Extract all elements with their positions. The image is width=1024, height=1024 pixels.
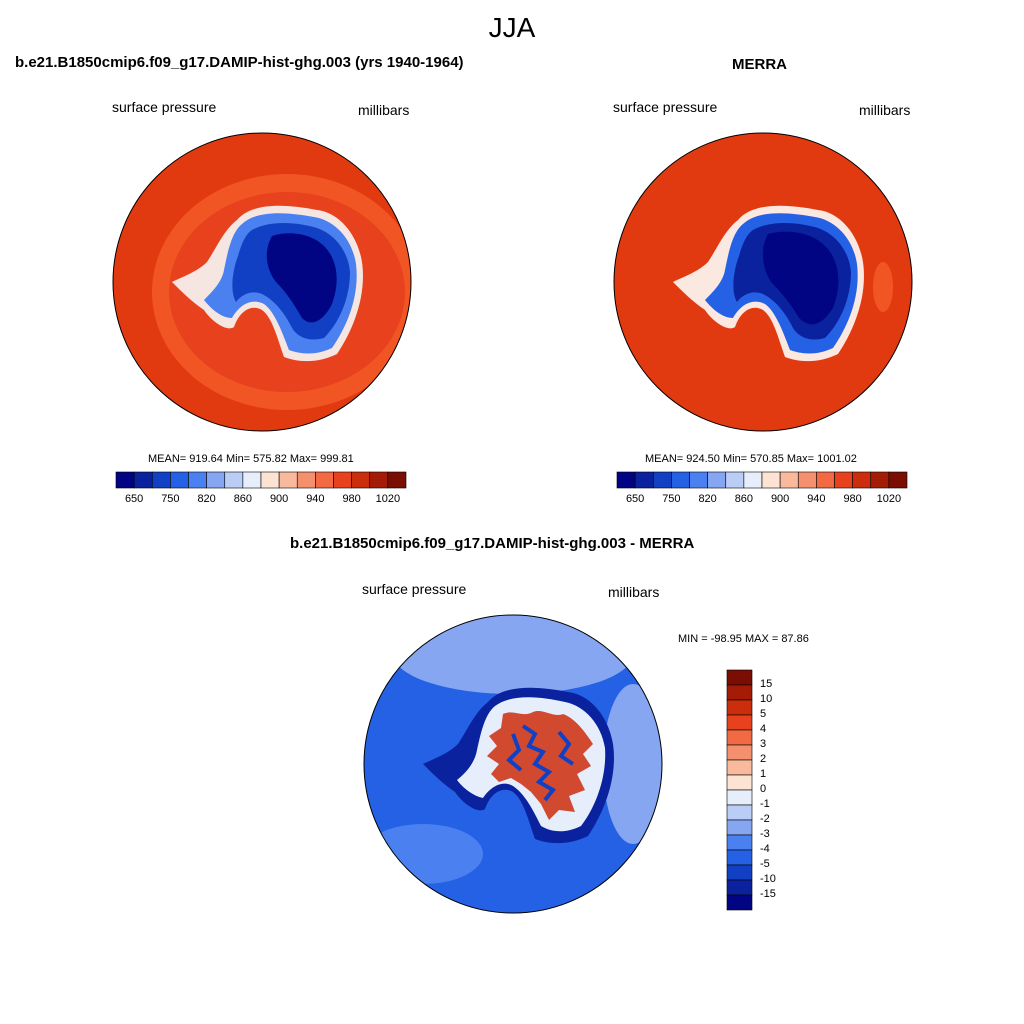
panel-3-colorbar-tick-label: 5 — [760, 708, 767, 720]
panel-2-colorbar-swatch — [870, 471, 890, 489]
panel-1-colorbar — [115, 471, 407, 489]
panel-3-colorbar-swatch — [726, 834, 753, 851]
panel-3-units-label: millibars — [608, 584, 660, 600]
panel-3-colorbar-tick-label: 15 — [760, 678, 773, 690]
panel-1-colorbar-swatch — [387, 471, 407, 489]
panel-2-colorbar-swatch — [888, 471, 908, 489]
panel-2-colorbar-swatch — [852, 471, 872, 489]
panel-2-colorbar-tick-label: 820 — [698, 493, 717, 505]
panel-3-colorbar-swatch — [726, 669, 753, 686]
panel-1-colorbar-swatch — [242, 471, 262, 489]
panel-3-colorbar-swatch — [726, 819, 753, 836]
panel-2-title: MERRA — [732, 56, 787, 73]
panel-1-colorbar-swatch — [115, 471, 135, 489]
panel-2-colorbar-swatch — [743, 471, 763, 489]
panel-1-colorbar-swatch — [206, 471, 226, 489]
panel-3-colorbar-swatch — [726, 849, 753, 866]
panel-3-colorbar-swatch — [726, 744, 753, 761]
panel-3-colorbar — [726, 669, 753, 911]
panel-2-colorbar-tick-label: 900 — [770, 493, 790, 505]
panel-1-colorbar-tick-label: 980 — [342, 493, 361, 505]
panel-3-map — [363, 614, 663, 914]
panel-1-colorbar-swatch — [333, 471, 352, 489]
panel-1-colorbar-swatch — [296, 471, 316, 489]
panel-3-colorbar-tick-label: 10 — [760, 693, 773, 705]
panel-1-colorbar-swatch — [278, 471, 298, 489]
panel-2-colorbar-swatch — [616, 471, 636, 489]
panel-2-colorbar-swatch — [834, 471, 853, 489]
panel-3-colorbar-swatch — [726, 759, 753, 776]
panel-2-colorbar-swatch — [725, 471, 745, 489]
panel-3-colorbar-tick-label: 0 — [760, 783, 767, 795]
panel-2-colorbar-tick-label: 980 — [843, 493, 862, 505]
panel-2-map — [613, 132, 913, 432]
panel-3-colorbar-tick-label: 2 — [760, 753, 767, 765]
panel-2-colorbar-tick-label: 750 — [662, 493, 681, 505]
panel-2-colorbar-swatch — [689, 471, 708, 489]
panel-1-colorbar-swatch — [369, 471, 389, 489]
panel-1-colorbar-tick-label: 900 — [269, 493, 289, 505]
panel-1-units-label: millibars — [358, 102, 410, 118]
panel-3-colorbar-tick-label: -2 — [760, 813, 770, 825]
panel-3-stats: MIN = -98.95 MAX = 87.86 — [678, 633, 809, 645]
panel-3-colorbar-tick-label: -3 — [760, 828, 770, 840]
panel-2-colorbar-swatch — [707, 471, 727, 489]
panel-1-colorbar-tick-label: 1020 — [375, 493, 401, 505]
panel-1-colorbar-tick-label: 650 — [124, 493, 144, 505]
panel-2-colorbar-tick-label: 650 — [625, 493, 645, 505]
panel-1-colorbar-swatch — [170, 471, 189, 489]
panel-1-colorbar-swatch — [351, 471, 371, 489]
panel-2-units-label: millibars — [859, 102, 911, 118]
panel-1-colorbar-swatch — [315, 471, 334, 489]
panel-2-left-label: surface pressure — [613, 99, 718, 115]
panel-3-colorbar-tick-label: 4 — [760, 723, 767, 735]
panel-3-colorbar-swatch — [726, 789, 753, 806]
panel-1-title: b.e21.B1850cmip6.f09_g17.DAMIP-hist-ghg.… — [15, 54, 464, 71]
panel-2-colorbar-swatch — [634, 471, 654, 489]
panel-1-colorbar-tick-label: 750 — [161, 493, 180, 505]
panel-1-colorbar-tick-label: 940 — [306, 493, 325, 505]
panel-3-colorbar-tick-label: -5 — [760, 858, 770, 870]
panel-3-colorbar-swatch — [726, 894, 753, 911]
panel-2-colorbar-tick-label: 860 — [734, 493, 754, 505]
figure-title: JJA — [488, 12, 536, 43]
panel-3-left-label: surface pressure — [362, 581, 467, 597]
panel-3-colorbar-tick-label: 3 — [760, 738, 767, 750]
panel-1-left-label: surface pressure — [112, 99, 217, 115]
panel-2-colorbar-swatch — [779, 471, 799, 489]
panel-1-colorbar-tick-label: 860 — [233, 493, 253, 505]
panel-3-colorbar-tick-label: -10 — [760, 873, 776, 885]
panel-1-colorbar-tick-label: 820 — [197, 493, 216, 505]
panel-1-colorbar-swatch — [260, 471, 280, 489]
panel-3-colorbar-swatch — [726, 864, 753, 881]
panel-2-stats: MEAN= 924.50 Min= 570.85 Max= 1001.02 — [645, 453, 857, 465]
panel-2-colorbar — [616, 471, 908, 489]
panel-3-colorbar-swatch — [726, 684, 753, 701]
panel-1-stats: MEAN= 919.64 Min= 575.82 Max= 999.81 — [148, 453, 354, 465]
panel-3-colorbar-swatch — [726, 714, 753, 731]
panel-3-title: b.e21.B1850cmip6.f09_g17.DAMIP-hist-ghg.… — [290, 535, 695, 552]
panel-3-colorbar-swatch — [726, 774, 753, 791]
panel-3-colorbar-swatch — [726, 879, 753, 896]
panel-3-colorbar-swatch — [726, 804, 753, 821]
panel-3-colorbar-tick-label: 1 — [760, 768, 767, 780]
panel-2-colorbar-swatch — [816, 471, 835, 489]
panel-1-colorbar-swatch — [224, 471, 244, 489]
panel-1-map — [112, 132, 412, 432]
panel-2-colorbar-swatch — [671, 471, 690, 489]
panel-2-colorbar-swatch — [797, 471, 817, 489]
panel-2-colorbar-tick-label: 1020 — [876, 493, 902, 505]
panel-3-colorbar-tick-label: -4 — [760, 843, 770, 855]
panel-3-colorbar-swatch — [726, 729, 753, 746]
panel-1-colorbar-swatch — [151, 471, 171, 489]
panel-3-colorbar-tick-label: -1 — [760, 798, 770, 810]
panel-2-colorbar-swatch — [761, 471, 781, 489]
panel-2-colorbar-tick-label: 940 — [807, 493, 826, 505]
panel-1-colorbar-swatch — [188, 471, 207, 489]
panel-3-colorbar-swatch — [726, 699, 753, 716]
panel-2-colorbar-swatch — [652, 471, 672, 489]
panel-3-colorbar-tick-label: -15 — [760, 888, 776, 900]
panel-1-colorbar-swatch — [133, 471, 153, 489]
